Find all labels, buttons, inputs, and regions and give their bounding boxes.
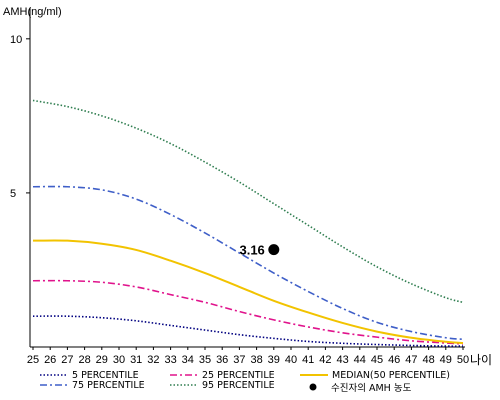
x-tick-label: 47	[405, 354, 417, 366]
legend: 5 PERCENTILE 25 PERCENTILE MEDIAN(50 PERCE…	[40, 370, 450, 394]
x-tick-label: 48	[422, 354, 434, 366]
legend-label: 75 PERCENTILE	[72, 380, 145, 391]
x-tick-label: 36	[216, 354, 228, 366]
x-tick-label: 27	[61, 354, 73, 366]
x-tick-label: 32	[147, 354, 159, 366]
x-axis-title: 나이	[470, 353, 492, 367]
x-tick-label: 40	[285, 354, 297, 366]
x-tick-label: 28	[78, 354, 90, 366]
legend-label: 25 PERCENTILE	[202, 370, 275, 381]
legend-label: 수진자의 AMH 농도	[331, 383, 412, 394]
series-line-95-percentile	[32, 99, 464, 304]
series-lines	[32, 99, 464, 347]
x-tick-label: 35	[199, 354, 211, 366]
x-tick-label: 43	[336, 354, 348, 366]
patient-point-layer: 3.16	[239, 243, 280, 258]
x-tick-label: 25	[27, 354, 39, 366]
x-tick-label: 29	[96, 354, 108, 366]
x-tick-label: 45	[371, 354, 383, 366]
legend-label: 5 PERCENTILE	[72, 370, 139, 381]
x-tick-label: 46	[388, 354, 400, 366]
x-tick-label: 26	[44, 354, 56, 366]
series-line-median-50-percentile	[32, 239, 464, 344]
legend-label: 95 PERCENTILE	[202, 380, 275, 391]
patient-amh-value-label: 3.16	[239, 243, 264, 258]
x-tick-label: 38	[250, 354, 262, 366]
series-line-75-percentile	[32, 185, 464, 341]
x-tick-label: 31	[130, 354, 142, 366]
y-tick-label: 10	[10, 34, 22, 46]
x-tick-label: 49	[440, 354, 452, 366]
x-tick-label: 30	[113, 354, 125, 366]
legend-point-marker	[309, 383, 317, 391]
y-axis-title: AMH(ng/ml)	[3, 6, 62, 18]
x-tick-label: 42	[319, 354, 331, 366]
x-tick-label: 34	[182, 354, 194, 366]
series-line-5-percentile	[32, 315, 464, 347]
x-tick-label: 37	[233, 354, 245, 366]
x-tick-label: 50	[457, 354, 469, 366]
y-tick-label: 5	[10, 188, 16, 200]
x-tick-label: 44	[354, 354, 366, 366]
x-tick-label: 41	[302, 354, 314, 366]
x-tick-label: 33	[164, 354, 176, 366]
series-line-25-percentile	[32, 279, 464, 345]
axes: 5 10 25 26 27 28 29 30 31 32 33 34 35 36 37 38 39 40 41 42 4…	[3, 6, 492, 367]
legend-label: MEDIAN(50 PERCENTILE)	[332, 370, 450, 381]
x-tick-label: 39	[268, 354, 280, 366]
patient-amh-point	[268, 244, 280, 256]
